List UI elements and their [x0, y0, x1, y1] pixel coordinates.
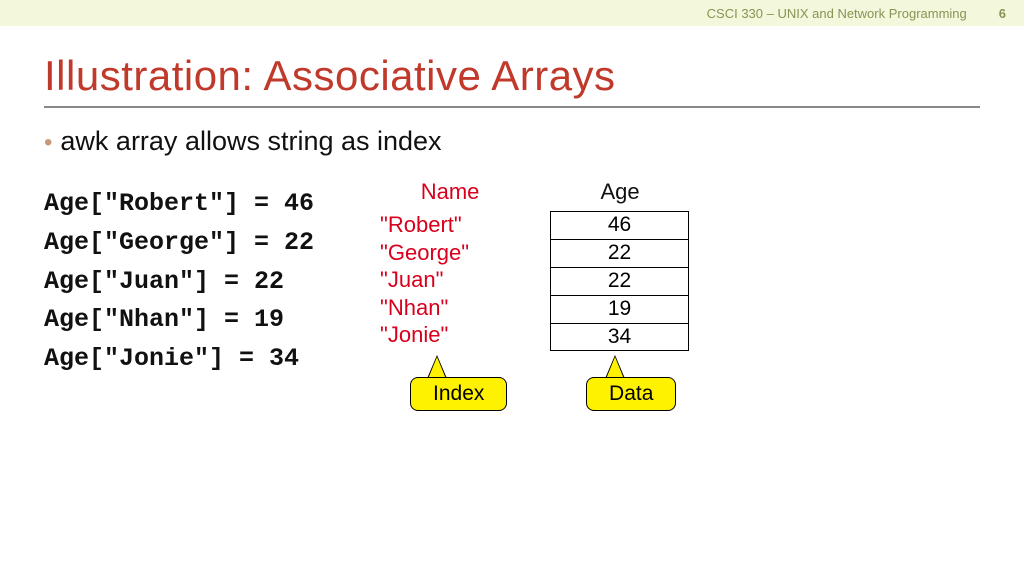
age-cell: 34 [551, 323, 689, 351]
content-row: Age["Robert"] = 46 Age["George"] = 22 Ag… [0, 185, 1024, 425]
diagram: Name Age "Robert" "George" "Juan" "Nhan"… [370, 179, 730, 425]
names-column: "Robert" "George" "Juan" "Nhan" "Jonie" [370, 211, 530, 349]
code-line: Age["Juan"] = 22 [44, 263, 314, 302]
age-cell: 22 [551, 239, 689, 267]
bullet-text: awk array allows string as index [60, 126, 441, 157]
name-cell: "George" [380, 239, 530, 267]
title-underline [44, 106, 980, 108]
age-cell: 19 [551, 295, 689, 323]
diagram-body: "Robert" "George" "Juan" "Nhan" "Jonie" … [370, 211, 730, 351]
diagram-headers: Name Age [370, 179, 730, 205]
name-cell: "Nhan" [380, 294, 530, 322]
age-header: Age [550, 179, 690, 205]
code-line: Age["Jonie"] = 34 [44, 340, 314, 379]
name-cell: "Jonie" [380, 321, 530, 349]
age-cell: 46 [551, 212, 689, 240]
pointer-icon [606, 357, 624, 379]
age-table: 46 22 22 19 34 [550, 211, 689, 351]
name-cell: "Juan" [380, 266, 530, 294]
pointer-icon [428, 357, 446, 379]
callout-row: Index Data [370, 355, 730, 425]
code-block: Age["Robert"] = 46 Age["George"] = 22 Ag… [44, 185, 314, 379]
age-cell: 22 [551, 267, 689, 295]
name-header: Name [370, 179, 530, 205]
slide-title: Illustration: Associative Arrays [44, 52, 1024, 100]
slide-number: 6 [999, 6, 1006, 21]
code-line: Age["Nhan"] = 19 [44, 301, 314, 340]
bullet-icon: • [44, 131, 52, 155]
header-bar: CSCI 330 – UNIX and Network Programming … [0, 0, 1024, 26]
name-cell: "Robert" [380, 211, 530, 239]
course-name: CSCI 330 – UNIX and Network Programming [707, 6, 967, 21]
bullet-item: • awk array allows string as index [44, 126, 1024, 157]
data-callout: Data [586, 377, 676, 411]
index-callout: Index [410, 377, 507, 411]
code-line: Age["George"] = 22 [44, 224, 314, 263]
code-line: Age["Robert"] = 46 [44, 185, 314, 224]
